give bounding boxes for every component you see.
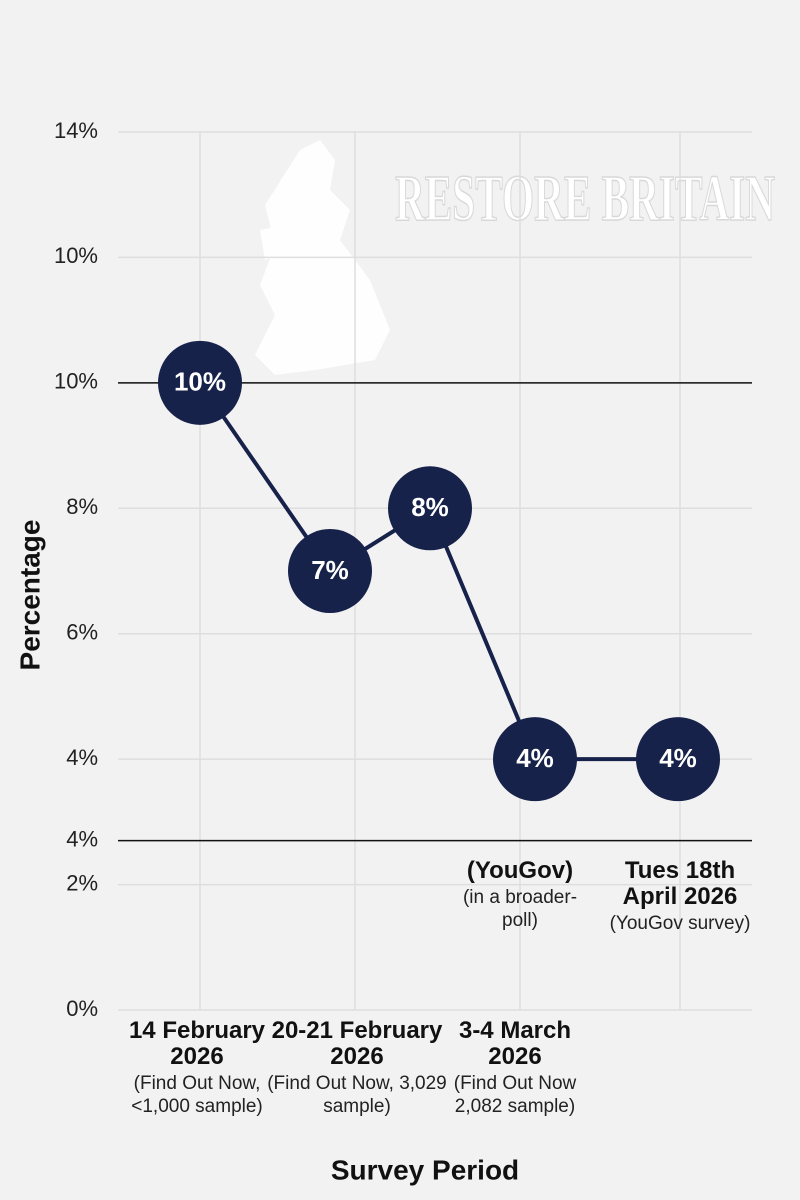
y-tick-label: 10%	[54, 369, 98, 394]
data-point	[388, 466, 472, 551]
data-point	[288, 529, 372, 613]
watermark: RESTORE BRITAIN	[395, 162, 775, 235]
data-label: 7%	[311, 555, 349, 585]
x-tick-note: (in a broader-poll)	[462, 887, 578, 931]
y-tick-label: 4%	[66, 745, 98, 770]
x-tick-note: (Find Out Now, <1,000 sample)	[131, 1073, 263, 1117]
x-tick-label: (YouGov)	[466, 857, 574, 884]
y-tick-label: 14%	[54, 118, 98, 143]
data-point	[158, 340, 242, 425]
y-tick-label: 0%	[66, 996, 98, 1021]
x-tick-label: 14 February 2026	[128, 1017, 266, 1070]
y-tick-label: 2%	[66, 870, 98, 895]
series-line	[198, 381, 678, 762]
x-tick-note: (YouGov survey)	[609, 913, 751, 934]
x-tick-note: (Find Out Now, 3,029 sample)	[267, 1073, 447, 1117]
y-tick-label: 6%	[66, 620, 98, 645]
data-label: 4%	[516, 743, 554, 773]
data-point	[636, 717, 720, 802]
data-label: 10%	[174, 367, 226, 397]
data-point	[493, 717, 577, 802]
x-tick-note: (Find Out Now 2,082 sample)	[453, 1073, 577, 1117]
y-tick-label: 8%	[66, 494, 98, 519]
x-tick-label: 20-21 February 2026	[271, 1017, 443, 1070]
x-tick-label: 3-4 March 2026	[458, 1017, 572, 1070]
data-label: 8%	[411, 492, 449, 522]
data-label: 4%	[659, 743, 697, 773]
x-axis-label: Survey Period	[331, 1154, 519, 1185]
y-tick-label: 4%	[66, 826, 98, 851]
y-tick-label: 10%	[54, 243, 98, 268]
y-axis-label: Percentage	[14, 520, 45, 671]
x-tick-label: Tues 18th April 2026	[622, 857, 738, 910]
